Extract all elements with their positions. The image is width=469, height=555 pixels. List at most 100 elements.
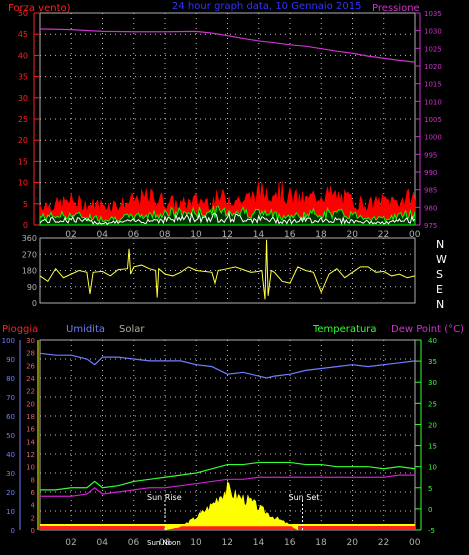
x-tick-label: 08 xyxy=(159,538,171,548)
dir-tick-label: 270 xyxy=(22,250,37,259)
dir-tick-label: 0 xyxy=(32,299,37,308)
temp-tick-label: 25 xyxy=(428,400,437,408)
solar-tick-label: 2 xyxy=(31,514,35,522)
dir-series xyxy=(39,239,416,300)
compass-letter: N xyxy=(436,238,444,251)
pressure-tick-label: 990 xyxy=(424,169,437,177)
solar-tick-label: 18 xyxy=(26,413,35,421)
solar-tick-label: 20 xyxy=(26,400,35,408)
rain-tick-label: 60 xyxy=(6,413,15,421)
bottom-grid xyxy=(40,340,415,530)
top-x-axis-labels: 02 04 06 08 10 12 14 16 18 20 22 00 xyxy=(65,230,420,240)
wind-tick-label: 15 xyxy=(18,157,28,166)
sunrise-label: Sun Rise xyxy=(147,493,182,502)
x-tick-label: 12 xyxy=(222,538,233,548)
temp-tick-label: 20 xyxy=(428,421,437,429)
temperature-axis-label: Temperatura xyxy=(312,324,377,335)
climate-chart: Pioggia Umidita Solar Temperatura Dew Po… xyxy=(2,324,464,548)
sun-noon-label: Sun Noon xyxy=(147,539,181,547)
temp-tick-label: 10 xyxy=(428,464,437,472)
pressure-tick-label: 995 xyxy=(424,151,437,159)
pressure-tick-label: 980 xyxy=(424,204,437,212)
solar-tick-label: 22 xyxy=(26,388,35,396)
x-tick-label: 12 xyxy=(222,230,233,240)
pressure-tick-label: 1005 xyxy=(424,116,442,124)
x-tick-label: 06 xyxy=(128,230,140,240)
temp-tick-label: 40 xyxy=(428,337,437,345)
temp-tick-label: 15 xyxy=(428,443,437,451)
dir-grid xyxy=(40,238,415,303)
rain-tick-label: 40 xyxy=(6,451,15,459)
rain-tick-label: 90 xyxy=(6,356,15,364)
direction-line xyxy=(39,239,416,300)
x-tick-label: 22 xyxy=(378,538,389,548)
temperature-line xyxy=(40,461,416,491)
compass-letter: N xyxy=(436,298,444,311)
x-tick-label: 16 xyxy=(284,230,296,240)
bottom-x-axis-labels: 02 04 06 08 10 12 14 16 18 20 22 00 xyxy=(65,538,420,548)
x-tick-label: 08 xyxy=(159,230,171,240)
wind-tick-label: 20 xyxy=(18,136,28,145)
x-tick-label: 02 xyxy=(65,230,76,240)
wind-tick-label: 10 xyxy=(18,179,28,188)
x-tick-label: 16 xyxy=(284,538,296,548)
pressure-axis-ticks: 975 980 985 990 995 1000 1005 1010 1015 1020 1025 1… xyxy=(415,10,442,230)
rain-axis-label: Pioggia xyxy=(2,324,38,335)
wind-axis-ticks: 0 5 10 15 20 25 30 35 40 45 50 xyxy=(18,9,40,230)
solar-tick-label: 28 xyxy=(26,350,35,358)
wind-tick-label: 40 xyxy=(18,51,28,60)
temp-tick-label: 35 xyxy=(428,358,437,366)
temp-tick-label: 5 xyxy=(428,485,432,493)
solar-tick-label: 26 xyxy=(26,362,35,370)
solar-tick-label: 24 xyxy=(26,375,35,383)
solar-tick-label: 6 xyxy=(31,489,36,497)
dir-tick-label: 360 xyxy=(22,234,37,243)
compass-letter: E xyxy=(436,283,443,296)
pressure-tick-label: 1030 xyxy=(424,28,442,36)
wind-tick-label: 30 xyxy=(18,94,28,103)
x-tick-label: 06 xyxy=(128,538,140,548)
x-tick-label: 00 xyxy=(409,538,421,548)
solar-tick-label: 30 xyxy=(26,337,35,345)
x-tick-label: 14 xyxy=(253,230,265,240)
sun-markers: Sun Rise Sun Set Sun Noon xyxy=(147,493,319,547)
temp-tick-label: 30 xyxy=(428,379,437,387)
wind-min-line xyxy=(39,211,416,226)
solar-tick-label: 16 xyxy=(26,426,35,434)
wind-tick-label: 50 xyxy=(18,9,28,18)
top-series xyxy=(39,28,416,226)
rain-tick-label: 20 xyxy=(6,489,15,497)
compass-letter: S xyxy=(436,268,443,281)
rain-tick-label: 10 xyxy=(6,508,15,516)
wind-tick-label: 5 xyxy=(23,200,28,209)
bottom-axis-ticks: 0102030405060708090100024681012141618202… xyxy=(2,337,437,535)
wind-tick-label: 35 xyxy=(18,73,28,82)
wind-pressure-chart: Forza vento) 24 hour graph data, 10 Genn… xyxy=(8,1,442,240)
bottom-series xyxy=(39,352,416,531)
solar-area xyxy=(164,481,299,531)
dir-axis-ticks: 0 90 180 270 360 xyxy=(22,234,37,308)
pressure-tick-label: 1020 xyxy=(424,63,442,71)
temp-tick-label: 0 xyxy=(428,506,432,514)
temp-tick-label: -5 xyxy=(428,527,435,535)
solar-tick-label: 0 xyxy=(31,527,35,535)
x-tick-label: 02 xyxy=(65,538,76,548)
solar-tick-label: 4 xyxy=(31,502,36,510)
rain-tick-label: 70 xyxy=(6,394,15,402)
x-tick-label: 22 xyxy=(378,230,389,240)
pressure-tick-label: 1025 xyxy=(424,45,442,53)
chart-title: 24 hour graph data, 10 Gennaio 2015 xyxy=(172,1,361,12)
x-tick-label: 14 xyxy=(253,538,265,548)
rain-tick-label: 80 xyxy=(6,375,15,383)
wind-tick-label: 25 xyxy=(18,115,28,124)
x-tick-label: 10 xyxy=(190,230,202,240)
pressure-tick-label: 1010 xyxy=(424,98,442,106)
wind-tick-label: 0 xyxy=(23,221,28,230)
humidity-axis-label: Umidita xyxy=(66,324,105,335)
x-tick-label: 20 xyxy=(347,538,359,548)
dir-tick-label: 180 xyxy=(22,267,37,276)
x-tick-label: 18 xyxy=(315,230,327,240)
rain-tick-label: 100 xyxy=(2,337,15,345)
